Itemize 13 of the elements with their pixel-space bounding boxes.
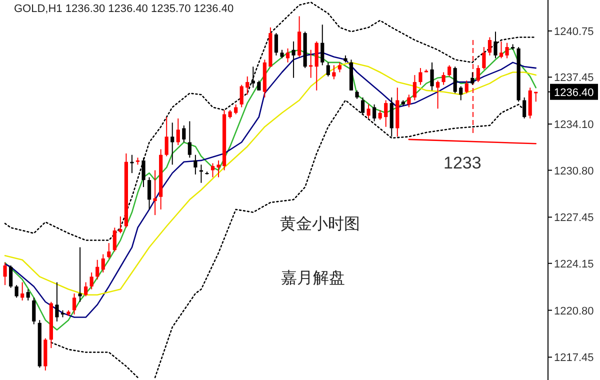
series-label: 1233 <box>443 154 482 173</box>
y-tick-label: 1217.45 <box>554 352 594 364</box>
y-tick-label: 1224.15 <box>554 258 594 270</box>
y-tick-label: 1234.10 <box>554 119 594 132</box>
y-tick-label: 1236.40 <box>554 86 594 99</box>
y-tick-label: 1220.80 <box>554 305 594 318</box>
y-tick-label: 1227.45 <box>554 212 594 224</box>
y-tick-label: 1230.80 <box>554 165 594 178</box>
annotation: 黄金小时图 <box>280 215 360 233</box>
y-tick-label: 1240.75 <box>554 26 594 38</box>
y-tick-label: 1237.45 <box>554 72 594 84</box>
chart-title: GOLD,H1 1236.30 1236.40 1235.70 1236.40 <box>14 3 234 15</box>
annotation: 嘉月解盘 <box>281 269 345 287</box>
